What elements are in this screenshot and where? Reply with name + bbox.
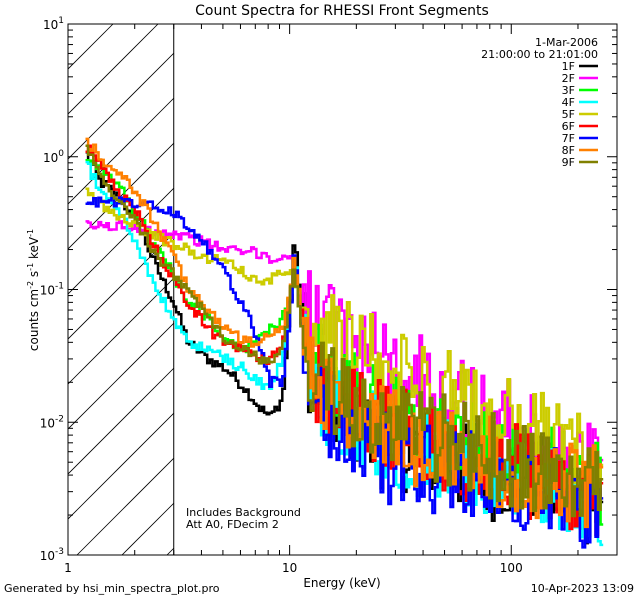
legend-label-7F: 7F xyxy=(562,132,575,145)
legend-label-1F: 1F xyxy=(562,60,575,73)
footer-generated-by: Generated by hsi_min_spectra_plot.pro xyxy=(4,582,220,595)
y-tick-labels: 10-3 10-2 10-1 100 101 xyxy=(40,16,65,563)
x-axis-label: Energy (keV) xyxy=(303,576,380,590)
note-background: Includes Background xyxy=(186,506,301,519)
series-line-7F xyxy=(85,196,604,549)
x-tick-label: 1 xyxy=(64,561,72,575)
hatch-line xyxy=(68,24,159,115)
legend-label-8F: 8F xyxy=(562,144,575,157)
y-tick-label: 10-2 xyxy=(40,414,64,430)
x-tick-labels: 1 10 100 xyxy=(64,561,523,575)
x-tick-label: 10 xyxy=(282,561,297,575)
footer-timestamp: 10-Apr-2023 13:09 xyxy=(530,582,634,595)
y-tick-label: 101 xyxy=(43,16,64,32)
time-range-label: 21:00:00 to 21:01:00 xyxy=(481,48,598,61)
axis-ticks xyxy=(67,24,618,556)
legend-label-6F: 6F xyxy=(562,120,575,133)
legend-label-4F: 4F xyxy=(562,96,575,109)
y-tick-label: 10-1 xyxy=(40,282,64,298)
legend-label-2F: 2F xyxy=(562,72,575,85)
note-attenuator: Att A0, FDecim 2 xyxy=(186,518,279,531)
y-tick-label: 100 xyxy=(43,149,64,165)
series-layer xyxy=(85,137,604,549)
legend-label-9F: 9F xyxy=(562,156,575,169)
x-tick-label: 100 xyxy=(500,561,523,575)
chart-title: Count Spectra for RHESSI Front Segments xyxy=(195,3,489,19)
legend-label-3F: 3F xyxy=(562,84,575,97)
y-tick-label: 10-3 xyxy=(40,547,64,563)
legend-label-5F: 5F xyxy=(562,108,575,121)
y-axis-label: counts cm-2 s-1 keV-1 xyxy=(26,229,41,351)
date-label: 1-Mar-2006 xyxy=(535,36,598,49)
series-line-9F xyxy=(85,144,604,518)
hatch-line xyxy=(68,24,249,205)
hatch-line xyxy=(68,24,204,160)
